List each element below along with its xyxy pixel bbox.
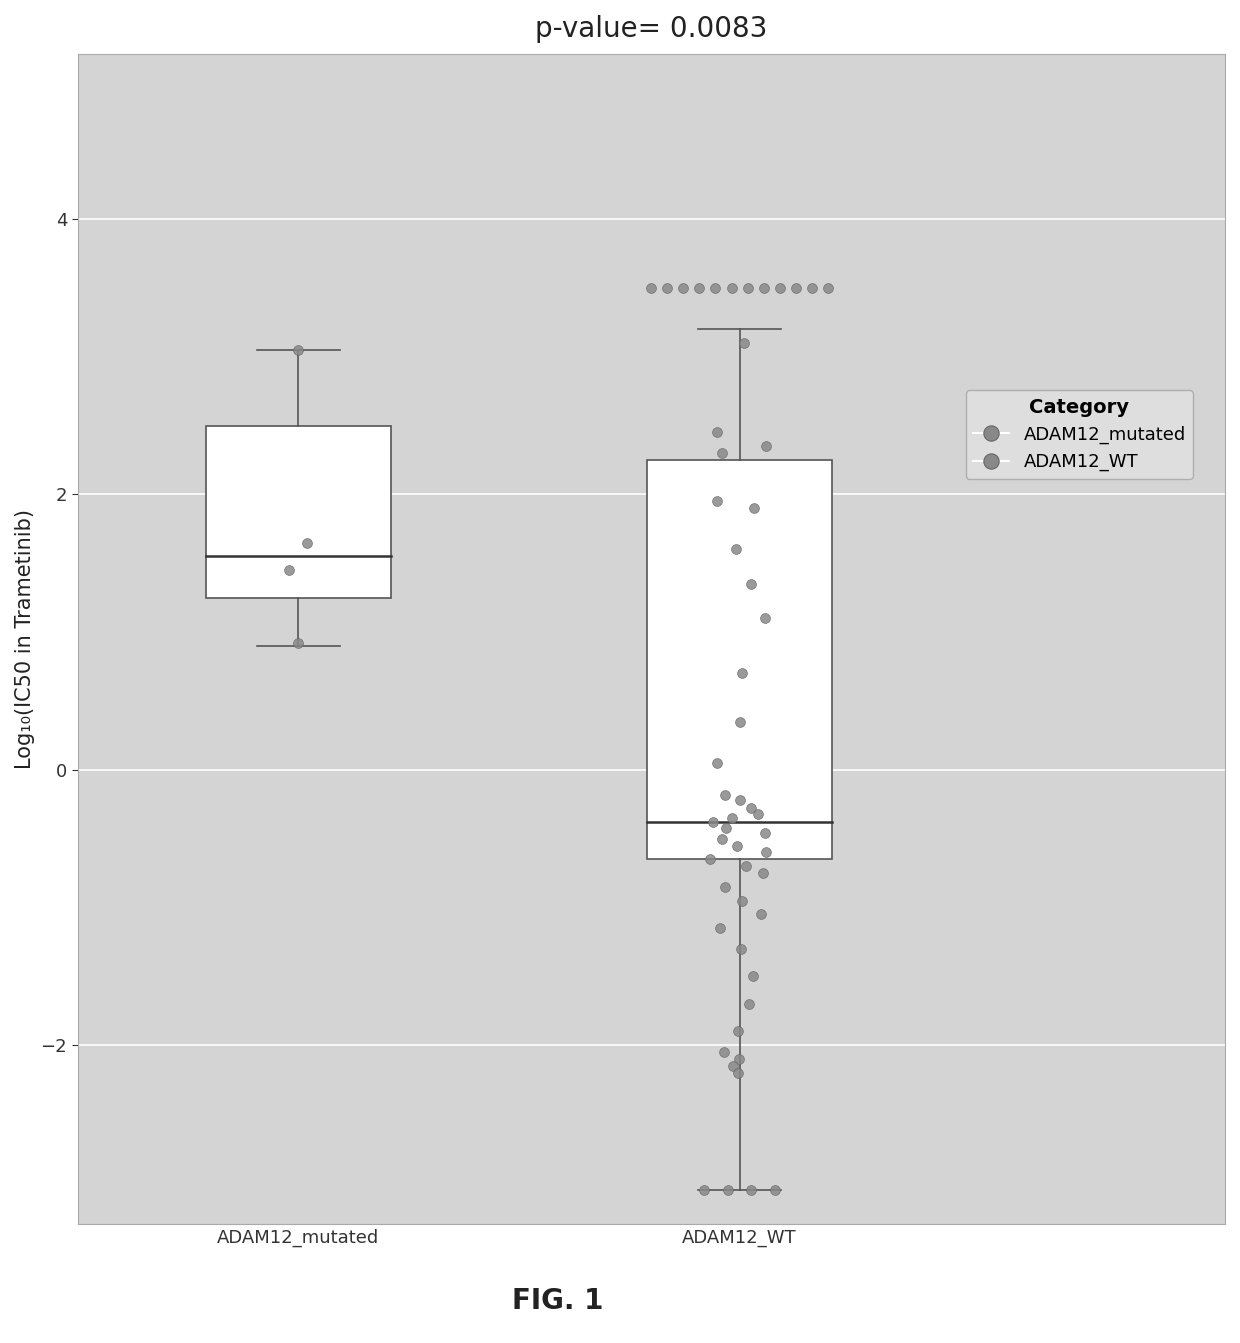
Point [728, 1062, 748, 1084]
Point [755, 607, 775, 629]
Point [694, 1179, 714, 1201]
Point [715, 876, 735, 897]
Point [729, 710, 749, 732]
Point [729, 1049, 749, 1070]
Point [756, 435, 776, 457]
Point [707, 490, 727, 512]
Point [712, 442, 732, 463]
Point [742, 573, 761, 595]
Point [739, 994, 759, 1015]
Y-axis label: Log₁₀(IC50 in Trametinib): Log₁₀(IC50 in Trametinib) [15, 509, 35, 770]
Point [728, 1021, 748, 1042]
Point [732, 890, 751, 912]
Point [707, 752, 727, 774]
Point [734, 332, 754, 353]
Point [298, 532, 317, 553]
Bar [647, 459, 832, 860]
Point [729, 790, 749, 811]
Point [673, 277, 693, 298]
Point [722, 807, 742, 829]
Point [279, 560, 299, 582]
Point [712, 827, 732, 849]
Point [289, 338, 309, 360]
Bar [206, 426, 391, 598]
Point [818, 277, 838, 298]
Point [715, 784, 735, 806]
Point [802, 277, 822, 298]
Point [723, 1056, 743, 1077]
Point [703, 811, 723, 833]
Point [755, 822, 775, 843]
Point [717, 817, 737, 838]
Point [641, 277, 661, 298]
Point [770, 277, 790, 298]
Point [749, 803, 769, 825]
Point [711, 917, 730, 939]
Point [727, 835, 746, 857]
Point [722, 277, 742, 298]
Point [689, 277, 709, 298]
Point [706, 277, 725, 298]
Point [786, 277, 806, 298]
Point [701, 849, 720, 870]
Point [754, 862, 774, 884]
Point [732, 662, 751, 684]
Point [735, 855, 755, 877]
Point [742, 1179, 761, 1201]
Point [754, 277, 774, 298]
Point [740, 798, 760, 819]
Text: FIG. 1: FIG. 1 [512, 1288, 604, 1315]
Point [744, 497, 764, 518]
Point [738, 277, 758, 298]
Point [751, 904, 771, 925]
Point [657, 277, 677, 298]
Point [765, 1179, 785, 1201]
Legend: ADAM12_mutated, ADAM12_WT: ADAM12_mutated, ADAM12_WT [966, 391, 1193, 478]
Point [718, 1179, 738, 1201]
Title: p-value= 0.0083: p-value= 0.0083 [536, 15, 768, 43]
Point [730, 939, 750, 960]
Point [708, 422, 728, 443]
Point [727, 539, 746, 560]
Point [756, 842, 776, 864]
Point [743, 966, 763, 987]
Point [714, 1041, 734, 1062]
Point [289, 633, 309, 654]
